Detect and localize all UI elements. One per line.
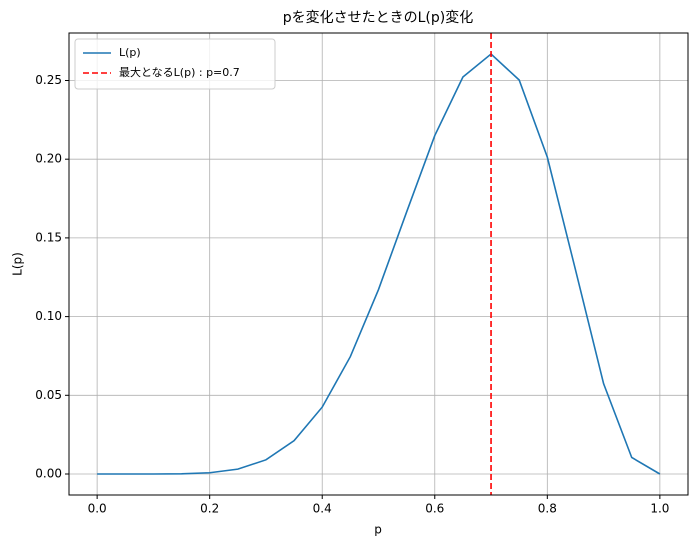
x-tick-label: 0.6 (425, 502, 444, 516)
y-axis-label: L(p) (11, 252, 25, 276)
x-tick-label: 0.4 (313, 502, 332, 516)
y-tick-label: 0.25 (35, 73, 62, 87)
y-tick-label: 0.20 (35, 152, 62, 166)
chart-title: pを変化させたときのL(p)変化 (283, 9, 474, 26)
y-tick-label: 0.05 (35, 388, 62, 402)
x-tick-label: 0.8 (538, 502, 557, 516)
x-axis-label: p (374, 523, 382, 537)
y-tick-label: 0.10 (35, 309, 62, 323)
line-series (97, 52, 661, 475)
y-tick-label: 0.00 (35, 467, 62, 481)
y-tick-label: 0.15 (35, 230, 62, 244)
plot-frame (68, 32, 689, 496)
x-tick-label: 1.0 (650, 502, 669, 516)
x-tick-label: 0.0 (88, 502, 107, 516)
legend-box (74, 38, 276, 90)
x-tick-label: 0.2 (200, 502, 219, 516)
legend-label: 最大となるL(p) : p=0.7 (119, 65, 240, 79)
legend-label: L(p) (119, 46, 141, 59)
